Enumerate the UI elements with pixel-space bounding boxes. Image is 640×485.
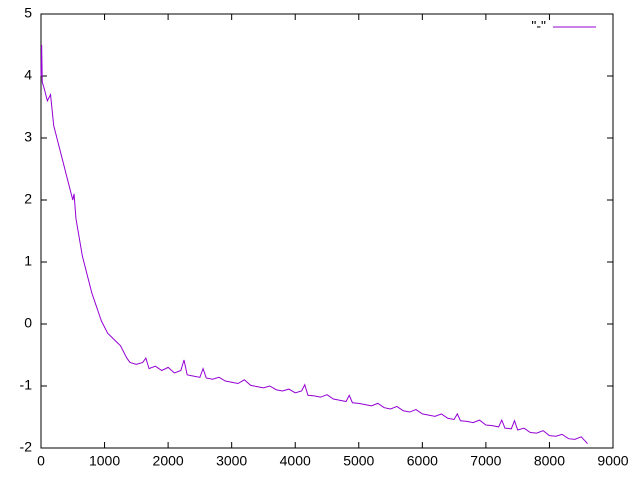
y-tick-label: 0 bbox=[24, 315, 32, 331]
x-tick-label: 0 bbox=[37, 453, 45, 469]
x-tick-label: 3000 bbox=[216, 453, 247, 469]
y-tick-label: 5 bbox=[24, 5, 32, 21]
x-tick-label: 6000 bbox=[407, 453, 438, 469]
y-tick-label: 3 bbox=[24, 129, 32, 145]
y-tick-label: 1 bbox=[24, 253, 32, 269]
y-tick-label: -1 bbox=[20, 377, 33, 393]
x-tick-label: 5000 bbox=[343, 453, 374, 469]
legend-label: "-" bbox=[531, 18, 546, 34]
x-tick-label: 9000 bbox=[597, 453, 628, 469]
plot-frame bbox=[40, 13, 614, 449]
y-tick-label: 4 bbox=[24, 67, 32, 83]
x-tick-label: 7000 bbox=[470, 453, 501, 469]
line-series bbox=[40, 44, 588, 445]
x-tick-label: 4000 bbox=[280, 453, 311, 469]
y-tick-label: -2 bbox=[20, 439, 33, 455]
x-tick-label: 1000 bbox=[89, 453, 120, 469]
y-tick-label: 2 bbox=[24, 191, 32, 207]
x-tick-label: 8000 bbox=[534, 453, 565, 469]
x-tick-label: 2000 bbox=[153, 453, 184, 469]
